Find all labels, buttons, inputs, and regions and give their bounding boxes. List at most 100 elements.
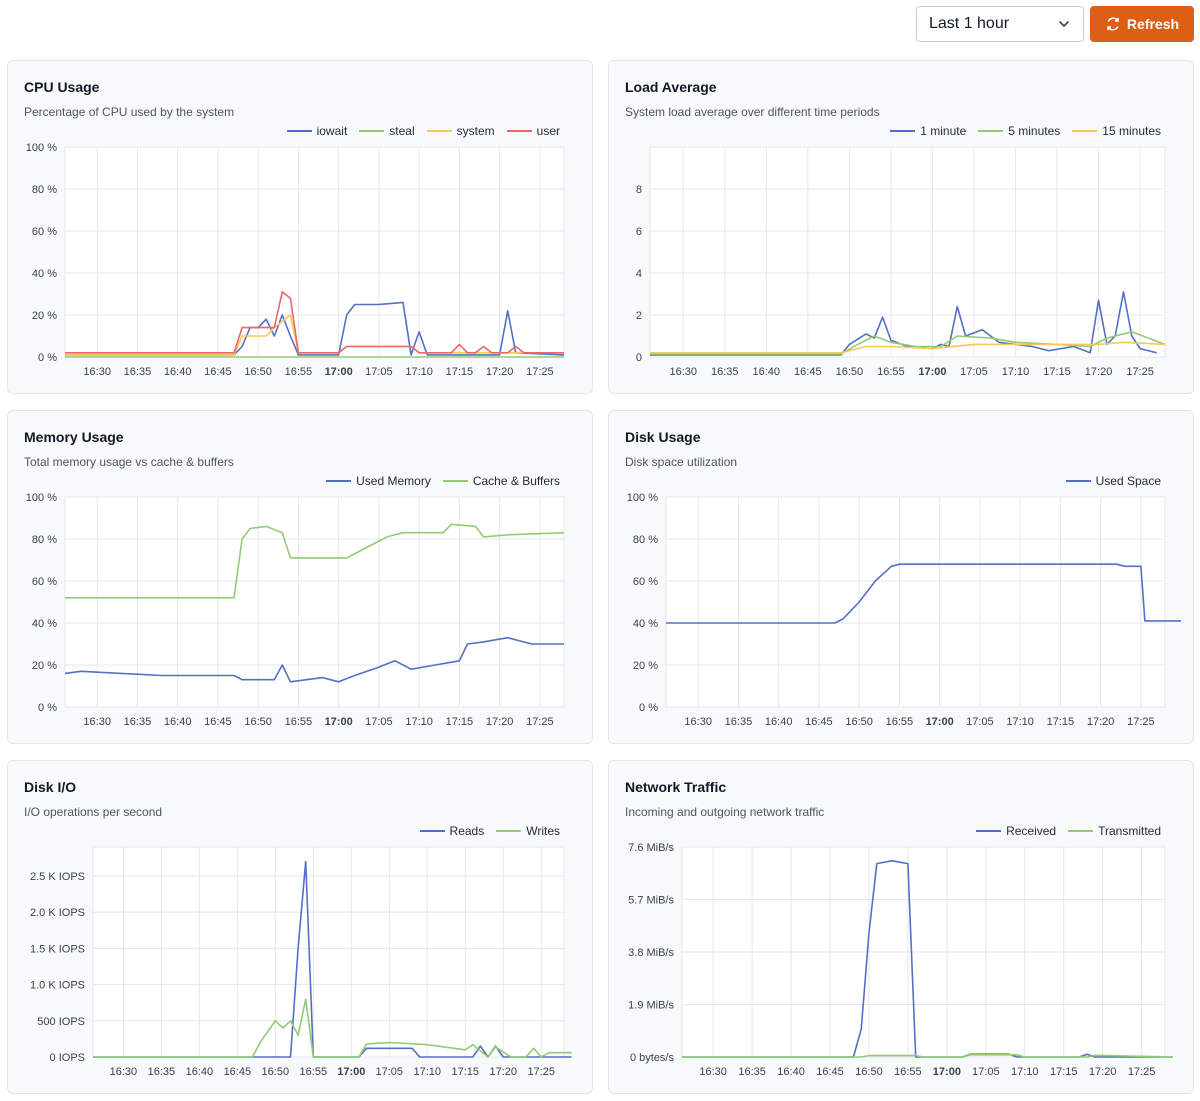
panel-subtitle: I/O operations per second: [24, 805, 163, 819]
legend-item[interactable]: steal: [359, 124, 415, 138]
chart-legend: Reads Writes: [419, 824, 560, 838]
legend-item[interactable]: Received: [976, 824, 1056, 838]
y-tick-label: 40 %: [633, 618, 658, 630]
y-tick-label: 100 %: [26, 142, 57, 154]
series-line-cache-buffers: [65, 523, 565, 599]
legend-swatch: [890, 130, 916, 132]
legend-label: Used Memory: [356, 474, 431, 488]
y-tick-label: 100 %: [627, 492, 658, 504]
x-tick-label: 16:30: [83, 716, 111, 728]
x-tick-label: 16:40: [164, 716, 192, 728]
legend-swatch: [496, 830, 522, 832]
y-tick-label: 80 %: [633, 534, 658, 546]
y-tick-label: 0 bytes/s: [630, 1052, 675, 1064]
panel-subtitle: Disk space utilization: [625, 455, 738, 469]
legend-item[interactable]: Reads: [419, 824, 484, 838]
chart-legend: Received Transmitted: [976, 824, 1161, 838]
memory-usage-panel: Memory Usage Total memory usage vs cache…: [7, 410, 593, 744]
x-tick-label: 17:20: [486, 716, 514, 728]
legend-swatch: [1065, 480, 1091, 482]
legend-label: Writes: [526, 824, 560, 838]
legend-item[interactable]: 1 minute: [890, 124, 966, 138]
legend-item[interactable]: 15 minutes: [1072, 124, 1161, 138]
legend-item[interactable]: system: [426, 124, 495, 138]
legend-swatch: [442, 480, 468, 482]
disk-usage-panel: Disk Usage Disk space utilization Used S…: [608, 410, 1194, 744]
disk-usage-chart[interactable]: 16:30 16:35 16:40 16:45 16:50 16:55 17:00 17:05…: [609, 411, 1195, 745]
toolbar: Last 1 hour Refresh: [916, 6, 1194, 42]
panel-subtitle: System load average over different time …: [625, 105, 880, 119]
x-tick-label: 16:40: [765, 716, 793, 728]
plot-area: [649, 146, 1166, 358]
x-tick-label: 17:00: [918, 366, 946, 378]
load-average-chart[interactable]: 16:30 16:35 16:40 16:45 16:50 16:55 17:00 17:05…: [609, 61, 1195, 395]
load-average-panel: Load Average System load average over di…: [608, 60, 1194, 394]
x-tick-label: 16:55: [877, 366, 905, 378]
x-tick-label: 17:00: [933, 1066, 961, 1078]
x-tick-label: 17:10: [405, 716, 433, 728]
memory-usage-chart[interactable]: 16:30 16:35 16:40 16:45 16:50 16:55 17:00 17:05…: [8, 411, 594, 745]
cpu-usage-chart[interactable]: 16:30 16:35 16:40 16:45 16:50 16:55 17:00 17:05…: [8, 61, 594, 395]
time-range-value: Last 1 hour: [929, 15, 1010, 32]
series-line-writes: [93, 998, 572, 1058]
legend-swatch: [976, 830, 1002, 832]
legend-item[interactable]: Cache & Buffers: [442, 474, 560, 488]
legend-label: 5 minutes: [1008, 124, 1061, 138]
x-tick-label: 17:10: [1002, 366, 1030, 378]
cpu-usage-panel: CPU Usage Percentage of CPU used by the …: [7, 60, 593, 394]
y-tick-label: 0 IOPS: [50, 1052, 85, 1064]
x-tick-label: 17:20: [489, 1066, 517, 1078]
x-tick-label: 17:25: [1127, 716, 1155, 728]
legend-item[interactable]: Writes: [496, 824, 560, 838]
network-traffic-panel: Network Traffic Incoming and outgoing ne…: [608, 760, 1194, 1094]
x-tick-label: 17:20: [1087, 716, 1115, 728]
x-tick-label: 16:45: [204, 716, 232, 728]
y-tick-label: 7.6 MiB/s: [628, 842, 674, 854]
x-tick-label: 16:40: [753, 366, 781, 378]
panel-subtitle: Percentage of CPU used by the system: [24, 105, 235, 119]
legend-item[interactable]: user: [506, 124, 560, 138]
x-tick-label: 16:35: [738, 1066, 766, 1078]
legend-swatch: [326, 480, 352, 482]
x-tick-label: 17:15: [1043, 366, 1071, 378]
legend-swatch: [506, 130, 532, 132]
disk-io-chart[interactable]: 16:30 16:35 16:40 16:45 16:50 16:55 17:00 17:05…: [8, 761, 594, 1095]
plot-area: [92, 846, 565, 1058]
x-tick-label: 17:25: [1128, 1066, 1156, 1078]
legend-swatch: [359, 130, 385, 132]
x-tick-label: 16:30: [83, 366, 111, 378]
y-tick-label: 5.7 MiB/s: [628, 895, 674, 907]
legend-label: steal: [389, 124, 415, 138]
series-line-transmitted: [682, 1053, 1173, 1058]
x-tick-label: 17:10: [413, 1066, 441, 1078]
y-tick-label: 0 %: [639, 702, 658, 714]
x-tick-label: 16:50: [855, 1066, 883, 1078]
legend-item[interactable]: Transmitted: [1068, 824, 1161, 838]
x-tick-label: 17:15: [446, 716, 474, 728]
panel-title: CPU Usage: [24, 79, 100, 95]
x-tick-label: 16:55: [285, 716, 313, 728]
legend-item[interactable]: 5 minutes: [978, 124, 1060, 138]
y-tick-label: 2: [636, 310, 642, 322]
x-tick-label: 16:45: [224, 1066, 252, 1078]
y-tick-label: 500 IOPS: [37, 1016, 85, 1028]
legend-swatch: [978, 130, 1004, 132]
legend-swatch: [426, 130, 452, 132]
refresh-button[interactable]: Refresh: [1090, 6, 1194, 42]
x-tick-label: 16:45: [794, 366, 822, 378]
panel-title: Memory Usage: [24, 429, 124, 445]
x-tick-label: 16:50: [836, 366, 864, 378]
legend-item[interactable]: Used Memory: [326, 474, 431, 488]
legend-item[interactable]: iowait: [286, 124, 347, 138]
network-traffic-chart[interactable]: 16:30 16:35 16:40 16:45 16:50 16:55 17:00 17:05…: [609, 761, 1195, 1095]
x-tick-label: 17:00: [325, 366, 353, 378]
panel-title: Load Average: [625, 79, 717, 95]
y-tick-label: 2.5 K IOPS: [30, 871, 85, 883]
y-tick-label: 80 %: [32, 184, 57, 196]
time-range-select[interactable]: Last 1 hour: [916, 6, 1084, 42]
x-tick-label: 16:50: [244, 366, 272, 378]
legend-item[interactable]: Used Space: [1065, 474, 1161, 488]
y-tick-label: 1.9 MiB/s: [628, 1000, 674, 1012]
x-tick-label: 17:05: [960, 366, 988, 378]
x-tick-label: 17:20: [1085, 366, 1113, 378]
